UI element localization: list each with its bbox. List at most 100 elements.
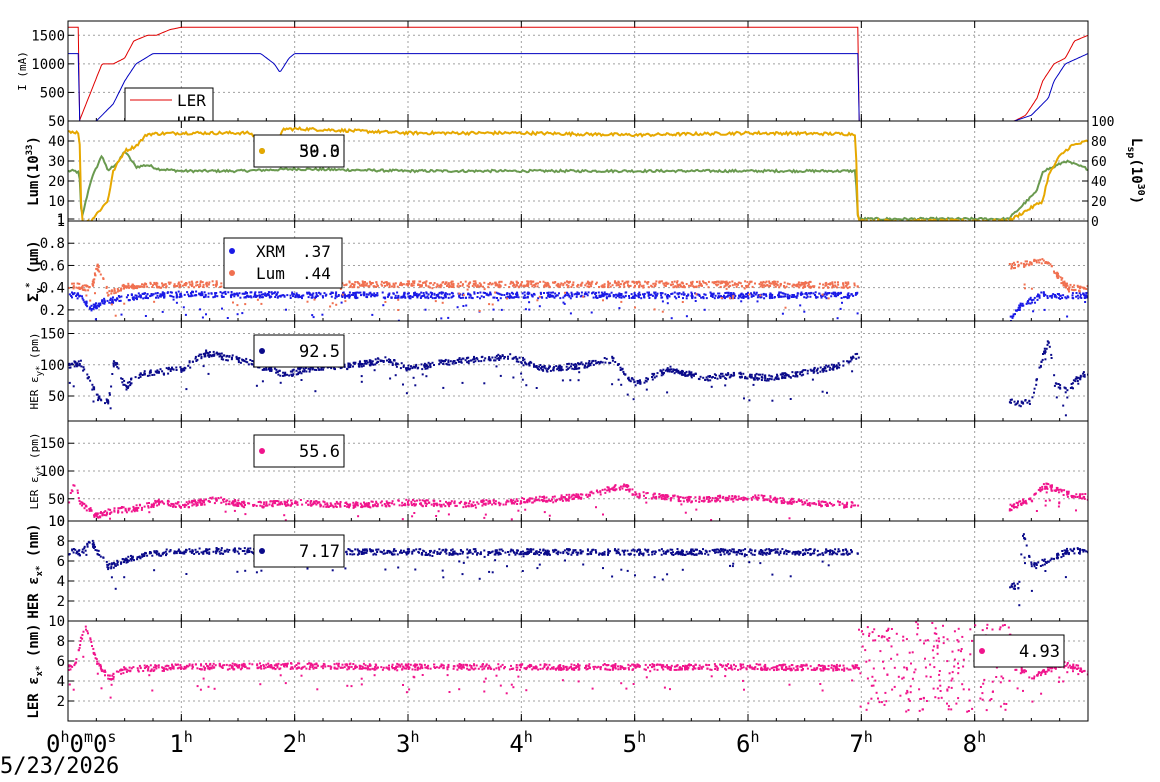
data-point <box>227 503 230 505</box>
data-point <box>576 293 579 296</box>
data-point <box>681 281 684 284</box>
data-point <box>118 296 121 299</box>
data-point <box>292 368 295 371</box>
data-point <box>374 294 377 296</box>
data-point <box>845 504 848 507</box>
data-point <box>456 358 459 361</box>
data-point <box>249 359 252 361</box>
data-point <box>510 518 513 521</box>
data-point <box>614 484 617 487</box>
data-point <box>102 278 105 280</box>
data-point <box>148 511 151 514</box>
data-point <box>759 285 762 288</box>
data-point <box>71 296 73 299</box>
data-point <box>733 372 735 375</box>
data-point <box>162 372 165 375</box>
data-point <box>386 359 388 362</box>
data-point <box>373 292 376 295</box>
data-point <box>545 284 548 287</box>
legend-value: .44 <box>302 264 331 283</box>
data-point <box>419 285 422 288</box>
data-point <box>195 360 198 362</box>
data-point <box>121 381 124 384</box>
data-point <box>389 359 392 361</box>
data-point <box>671 281 674 284</box>
data-point <box>253 292 256 295</box>
data-point <box>250 296 253 299</box>
data-point <box>172 295 175 298</box>
data-point <box>456 285 459 288</box>
data-point <box>249 295 252 298</box>
data-point <box>515 292 518 295</box>
data-point <box>583 366 586 369</box>
data-point <box>825 370 828 373</box>
data-point <box>1062 284 1065 287</box>
data-point <box>90 304 93 307</box>
data-point <box>426 364 429 367</box>
data-point <box>139 375 142 378</box>
data-point <box>621 368 624 371</box>
data-point <box>515 498 518 501</box>
data-point <box>645 501 648 504</box>
data-point <box>1019 304 1022 307</box>
data-point <box>777 294 779 297</box>
data-point <box>605 292 608 295</box>
data-point <box>235 292 238 295</box>
data-point <box>767 379 770 382</box>
data-point <box>401 504 404 507</box>
data-point <box>817 500 820 503</box>
data-point <box>424 367 427 370</box>
data-point <box>149 281 152 284</box>
data-point <box>145 295 148 298</box>
data-point <box>204 294 207 297</box>
y-tick-label: 50 <box>48 389 65 405</box>
data-point <box>678 283 681 286</box>
data-point <box>569 312 572 315</box>
data-point <box>453 500 456 503</box>
data-point <box>770 375 773 378</box>
data-point <box>348 506 350 509</box>
data-point <box>680 373 683 376</box>
data-point <box>128 381 131 383</box>
data-point <box>1075 509 1077 512</box>
data-point <box>576 285 579 288</box>
data-point <box>735 285 738 288</box>
data-point <box>85 304 88 307</box>
data-point <box>162 284 165 287</box>
data-point <box>836 366 839 369</box>
data-point <box>82 289 85 291</box>
data-point <box>530 293 533 296</box>
data-point <box>416 295 419 297</box>
data-point <box>694 373 697 375</box>
data-point <box>175 366 178 369</box>
data-point <box>79 294 82 297</box>
data-point <box>578 371 581 374</box>
data-point <box>575 493 578 496</box>
data-point <box>564 291 566 294</box>
data-point <box>429 286 432 289</box>
data-point <box>755 496 758 499</box>
data-point <box>822 283 825 286</box>
data-point <box>148 374 151 377</box>
data-point <box>1041 258 1044 261</box>
data-point <box>530 497 533 500</box>
data-point <box>1060 282 1063 285</box>
data-point <box>1086 285 1088 288</box>
data-point <box>438 503 441 506</box>
data-point <box>543 511 546 514</box>
data-point <box>675 369 678 371</box>
data-point <box>233 295 236 298</box>
data-point <box>760 379 763 381</box>
data-point <box>719 282 722 285</box>
data-point <box>854 504 857 507</box>
data-point <box>446 293 449 296</box>
data-point <box>169 370 172 372</box>
data-point <box>371 363 374 366</box>
data-point <box>675 297 678 300</box>
data-point <box>187 286 190 289</box>
data-point <box>432 504 435 507</box>
data-point <box>777 377 780 380</box>
data-point <box>349 285 352 288</box>
data-point <box>662 497 665 500</box>
data-point <box>1009 503 1012 506</box>
